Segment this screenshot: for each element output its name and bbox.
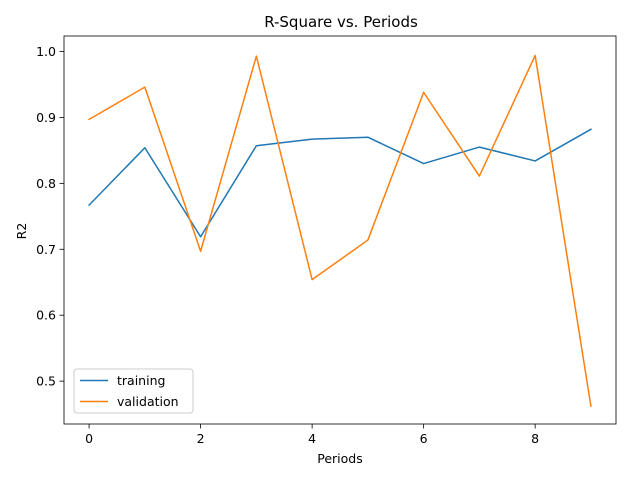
y-tick-label: 0.9 bbox=[36, 110, 56, 125]
axes-frame bbox=[63, 35, 617, 425]
legend: training validation bbox=[73, 368, 194, 414]
y-tick-label: 0.5 bbox=[36, 374, 56, 389]
x-tick-label: 2 bbox=[197, 431, 205, 446]
x-tick-label: 0 bbox=[85, 431, 93, 446]
y-tick-label: 0.6 bbox=[36, 308, 56, 323]
x-tick-label: 8 bbox=[531, 431, 539, 446]
y-axis-label: R2 bbox=[14, 223, 29, 240]
x-tick-label: 6 bbox=[420, 431, 428, 446]
y-tick-label: 0.7 bbox=[36, 242, 56, 257]
plot-area: 0 2 4 6 8 0.5 0.6 0.7 0.8 0.9 1.0 bbox=[36, 35, 617, 446]
x-axis-label: Periods bbox=[317, 451, 363, 466]
series-line-validation bbox=[88, 54, 592, 408]
y-tick-label: 0.8 bbox=[36, 176, 56, 191]
legend-label-validation: validation bbox=[117, 394, 179, 409]
series-line-training bbox=[88, 128, 592, 238]
y-tick-label: 1.0 bbox=[36, 44, 56, 59]
legend-label-training: training bbox=[117, 373, 165, 388]
chart-title: R-Square vs. Periods bbox=[264, 13, 418, 31]
x-tick-label: 4 bbox=[308, 431, 316, 446]
